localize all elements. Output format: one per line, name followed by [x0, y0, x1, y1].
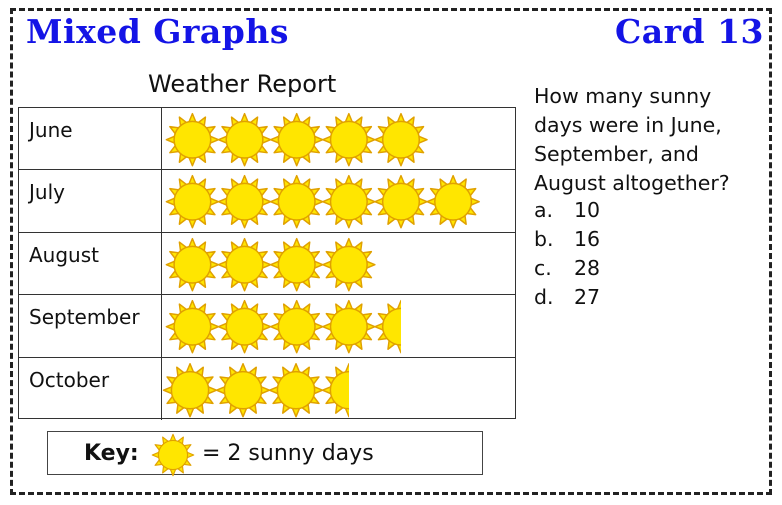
choice-letter: d. [534, 285, 554, 309]
pictograph-table: June July August September October [18, 107, 516, 420]
card-number: Card 13 [614, 12, 764, 51]
sun-row [165, 175, 480, 229]
question-text: How many sunny days were in June, Septem… [534, 84, 730, 195]
choice-value: 28 [574, 256, 601, 280]
sun-icon [374, 175, 428, 229]
column-divider [161, 170, 162, 232]
sun-icon [151, 433, 195, 477]
key-label: Key: [84, 441, 139, 466]
sun-icon [165, 175, 220, 229]
sun-icon [217, 175, 272, 229]
sun-icon [322, 175, 376, 229]
answer-choices: a. 10 b. 16 c. 28 d. 27 [534, 196, 600, 312]
row-label: July [29, 180, 65, 205]
answer-choice: c. 28 [534, 254, 600, 283]
table-row: September [19, 295, 515, 358]
choice-value: 10 [574, 198, 601, 222]
sun-row [165, 237, 376, 292]
sun-icon [322, 300, 376, 354]
sun-row [165, 112, 428, 167]
choice-value: 27 [574, 285, 601, 309]
column-divider [161, 108, 162, 170]
sun-icon [215, 362, 271, 417]
sun-icon [269, 237, 324, 292]
choice-letter: c. [534, 256, 552, 280]
sun-row [165, 300, 401, 354]
chart-title: Weather Report [148, 70, 337, 98]
sun-icon [268, 362, 324, 417]
sun-icon [269, 175, 324, 229]
sun-icon [162, 362, 218, 417]
sun-icon [165, 237, 220, 292]
sun-icon [269, 300, 324, 354]
key-text: = 2 sunny days [202, 441, 374, 466]
sun-icon [269, 112, 324, 167]
row-label: October [29, 367, 110, 392]
choice-letter: b. [534, 227, 554, 251]
answer-choice: a. 10 [534, 196, 600, 225]
table-row: June [19, 108, 515, 171]
row-label: September [29, 305, 140, 330]
sun-icon [217, 300, 272, 354]
sun-row [162, 362, 349, 417]
key-box: Key: = 2 sunny days [47, 431, 483, 477]
sun-icon [217, 112, 272, 167]
sun-icon [374, 112, 428, 167]
sun-icon [322, 237, 376, 292]
sun-icon [217, 237, 272, 292]
table-row: August [19, 232, 515, 296]
header-title: Mixed Graphs [26, 12, 289, 51]
choice-value: 16 [574, 227, 601, 251]
table-row: October [19, 357, 515, 420]
card-border [10, 8, 772, 495]
answer-choice: d. 27 [534, 283, 600, 312]
answer-choice: b. 16 [534, 225, 600, 254]
choice-letter: a. [534, 198, 554, 222]
sun-icon [321, 362, 349, 417]
row-label: August [29, 242, 99, 267]
sun-icon [322, 112, 376, 167]
sun-icon [165, 112, 220, 167]
sun-icon [165, 300, 220, 354]
table-row: July [19, 170, 515, 233]
row-label: June [29, 118, 73, 142]
column-divider [161, 295, 162, 357]
column-divider [161, 357, 162, 420]
column-divider [161, 232, 162, 295]
sun-icon [426, 175, 480, 229]
sun-icon [374, 300, 401, 354]
